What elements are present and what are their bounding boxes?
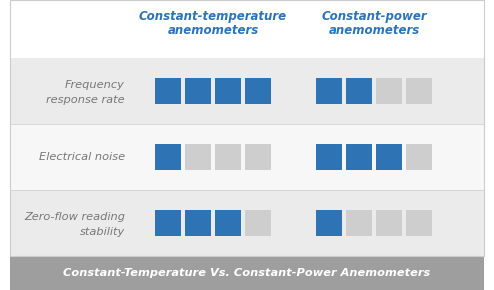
Bar (10, 124, 484, 190)
Bar (245, 210, 271, 236)
Text: Frequency: Frequency (65, 80, 125, 90)
Bar (10, 0, 484, 58)
Bar (406, 144, 432, 170)
Bar (185, 144, 211, 170)
Text: anemometers: anemometers (329, 24, 419, 37)
Bar (316, 210, 342, 236)
Text: Electrical noise: Electrical noise (39, 152, 125, 162)
Bar (185, 210, 211, 236)
Bar (406, 78, 432, 104)
Bar (215, 144, 241, 170)
Bar (376, 78, 402, 104)
Bar (155, 144, 181, 170)
Text: response rate: response rate (46, 95, 125, 105)
Bar (346, 78, 372, 104)
Bar (346, 144, 372, 170)
Bar (406, 210, 432, 236)
Bar (316, 78, 342, 104)
Bar (10, 58, 484, 124)
Bar (185, 78, 211, 104)
Bar (215, 78, 241, 104)
Bar (245, 144, 271, 170)
Bar (155, 78, 181, 104)
Bar (346, 210, 372, 236)
Text: Constant-temperature: Constant-temperature (139, 10, 287, 23)
Text: Constant-Temperature Vs. Constant-Power Anemometers: Constant-Temperature Vs. Constant-Power … (63, 268, 431, 278)
Bar (316, 144, 342, 170)
Bar (10, 190, 484, 256)
Bar (155, 210, 181, 236)
Text: stability: stability (80, 227, 125, 237)
Bar (215, 210, 241, 236)
Text: Constant-power: Constant-power (321, 10, 427, 23)
Bar (10, 256, 484, 290)
Bar (376, 210, 402, 236)
Bar (376, 144, 402, 170)
Text: anemometers: anemometers (167, 24, 259, 37)
Bar (245, 78, 271, 104)
Text: Zero-flow reading: Zero-flow reading (24, 212, 125, 222)
Bar (10, 0, 484, 256)
